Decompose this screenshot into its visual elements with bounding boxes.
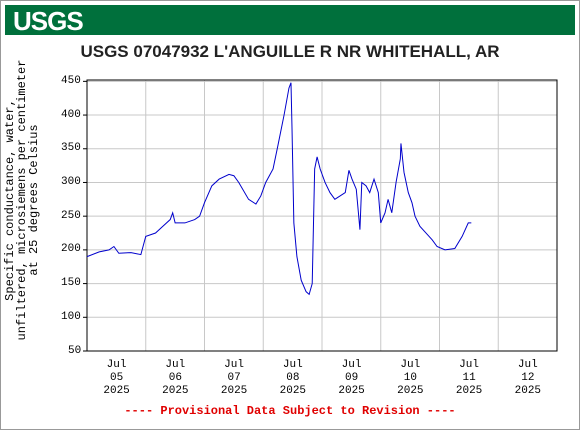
chart-title: USGS 07047932 L'ANGUILLE R NR WHITEHALL,…: [80, 42, 500, 61]
x-tick-label: Jul 12 2025: [514, 359, 542, 397]
x-tick-label: Jul 05 2025: [103, 359, 130, 397]
x-tick-label: Jul 06 2025: [162, 359, 189, 397]
x-tick-label: Jul 08 2025: [279, 359, 307, 397]
y-tick-label: 300: [61, 175, 81, 188]
footnote: ---- Provisional Data Subject to Revisio…: [124, 404, 456, 418]
logo: USGS: [13, 6, 84, 36]
y-tick-label: 50: [68, 344, 82, 357]
y-tick-label: 350: [61, 142, 81, 155]
header-bar: USGS: [5, 5, 575, 36]
y-tick-label: 150: [61, 277, 81, 290]
x-tick-label: Jul 10 2025: [397, 359, 424, 397]
x-tick-label: Jul 09 2025: [338, 359, 365, 397]
plot-border: [86, 79, 558, 352]
data-line: [86, 82, 472, 296]
x-tick-label: Jul 11 2025: [455, 359, 483, 397]
y-tick-label: 250: [61, 209, 81, 222]
y-tick-label: 100: [61, 310, 81, 323]
y-tick-label: 400: [61, 108, 81, 121]
y-tick-label: 200: [61, 243, 81, 256]
x-tick-label: Jul 07 2025: [220, 359, 248, 397]
y-tick-label: 450: [61, 74, 81, 87]
